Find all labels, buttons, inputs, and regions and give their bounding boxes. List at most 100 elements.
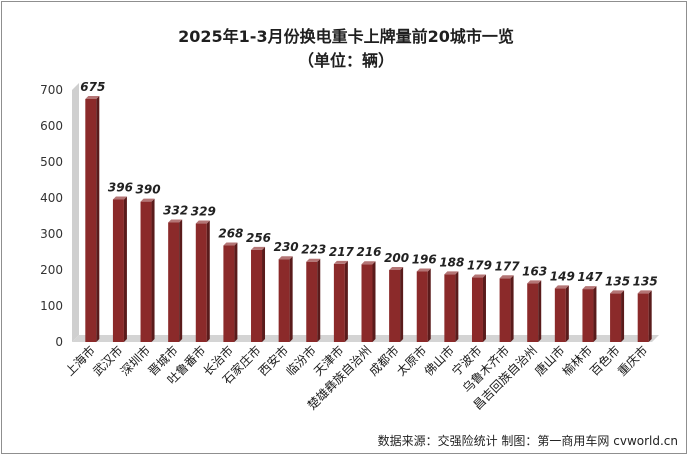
- y-tick-label: 0: [55, 335, 63, 349]
- y-tick-label: 200: [40, 263, 63, 277]
- category-label: 上海市: [62, 343, 98, 379]
- category-label: 唐山市: [531, 343, 567, 379]
- bar-side: [455, 271, 459, 342]
- data-label: 216: [356, 245, 381, 259]
- bar: [306, 261, 318, 342]
- bar-top: [306, 258, 321, 262]
- bar-side: [565, 285, 569, 342]
- bar-top: [140, 198, 155, 202]
- bar-side: [372, 261, 376, 342]
- bar-side: [96, 96, 100, 342]
- bar-top: [444, 271, 459, 275]
- category-label: 深圳市: [117, 343, 153, 379]
- data-label: 147: [577, 270, 603, 284]
- data-label: 163: [522, 264, 547, 278]
- y-tick-label: 500: [40, 155, 63, 169]
- data-label: 230: [274, 240, 299, 254]
- data-label: 217: [329, 245, 355, 259]
- bar-top: [85, 96, 100, 99]
- bar: [278, 259, 290, 342]
- bar-top: [416, 268, 431, 272]
- bar: [554, 288, 566, 342]
- data-label: 675: [80, 80, 105, 94]
- bar-side: [482, 274, 486, 342]
- category-label: 临汾市: [283, 343, 319, 379]
- bar-side: [344, 260, 348, 342]
- data-label: 223: [301, 243, 326, 257]
- category-label: 西安市: [255, 343, 291, 379]
- data-label: 396: [108, 180, 133, 194]
- bar: [112, 199, 124, 342]
- bar: [168, 222, 180, 342]
- bar-side: [648, 290, 652, 342]
- bar: [582, 289, 594, 342]
- bar-side: [427, 268, 431, 342]
- y-tick-label: 400: [40, 191, 63, 205]
- bar-top: [637, 290, 652, 294]
- bar: [251, 249, 263, 342]
- data-label: 135: [605, 274, 630, 288]
- category-label: 佛山市: [421, 343, 457, 379]
- left-wall: [72, 83, 79, 342]
- plot-area: 0 100 200 300 400 500 600 700 675 上海市 396 武汉市 390 深圳市…: [40, 80, 659, 413]
- data-label: 390: [136, 183, 161, 197]
- bar: [361, 264, 373, 342]
- bar-top: [112, 196, 127, 200]
- category-label: 重庆市: [614, 343, 650, 379]
- bar-side: [510, 275, 514, 342]
- bar-side: [317, 258, 321, 342]
- chart-title: 2025年1-3月份换电重卡上牌量前20城市一览: [178, 27, 514, 46]
- data-label: 179: [467, 259, 492, 273]
- bar-top: [168, 219, 183, 223]
- bar-top: [333, 260, 348, 264]
- category-label: 成都市: [366, 343, 402, 379]
- y-tick-label: 600: [40, 119, 63, 133]
- bar-side: [593, 286, 597, 342]
- bar: [389, 270, 401, 342]
- bar: [637, 293, 649, 342]
- bar: [85, 99, 97, 342]
- source-note: 数据来源：交强险统计 制图：第一商用车网 cvworld.cn: [378, 433, 678, 448]
- bar: [333, 263, 345, 342]
- data-label: 196: [412, 252, 437, 266]
- bar-top: [251, 246, 266, 250]
- bar-top: [610, 290, 625, 294]
- data-label: 135: [633, 274, 658, 288]
- bar-side: [151, 198, 155, 342]
- bar-top: [582, 286, 597, 290]
- bar: [195, 223, 207, 342]
- data-label: 188: [439, 255, 464, 269]
- bar-top: [527, 280, 542, 284]
- y-tick-label: 300: [40, 227, 63, 241]
- bar: [140, 201, 152, 342]
- bar-top: [554, 285, 569, 289]
- y-tick-label: 100: [40, 299, 63, 313]
- category-label: 太原市: [393, 343, 429, 379]
- category-label: 百色市: [587, 343, 623, 379]
- chart-subtitle: （单位：辆）: [298, 51, 394, 70]
- data-label: 177: [495, 259, 521, 273]
- data-label: 329: [191, 205, 216, 219]
- bar: [499, 278, 511, 342]
- bar-side: [234, 242, 238, 342]
- bar-top: [195, 220, 210, 224]
- y-tick-label: 700: [40, 83, 63, 97]
- bar-side: [289, 256, 293, 342]
- bar-top: [361, 261, 376, 265]
- bar-side: [400, 267, 404, 342]
- bar-top: [499, 275, 514, 279]
- category-label: 榆林市: [559, 343, 595, 379]
- data-label: 200: [384, 251, 409, 265]
- bar-top: [389, 267, 404, 270]
- bar-top: [278, 256, 293, 260]
- bar-side: [262, 246, 266, 342]
- data-label: 268: [218, 227, 243, 241]
- bar-side: [123, 196, 127, 342]
- bar-side: [206, 220, 210, 342]
- bar-side: [179, 219, 183, 342]
- bar: [444, 274, 456, 342]
- bar: [610, 293, 622, 342]
- bar: [223, 245, 235, 342]
- bar: [471, 277, 483, 342]
